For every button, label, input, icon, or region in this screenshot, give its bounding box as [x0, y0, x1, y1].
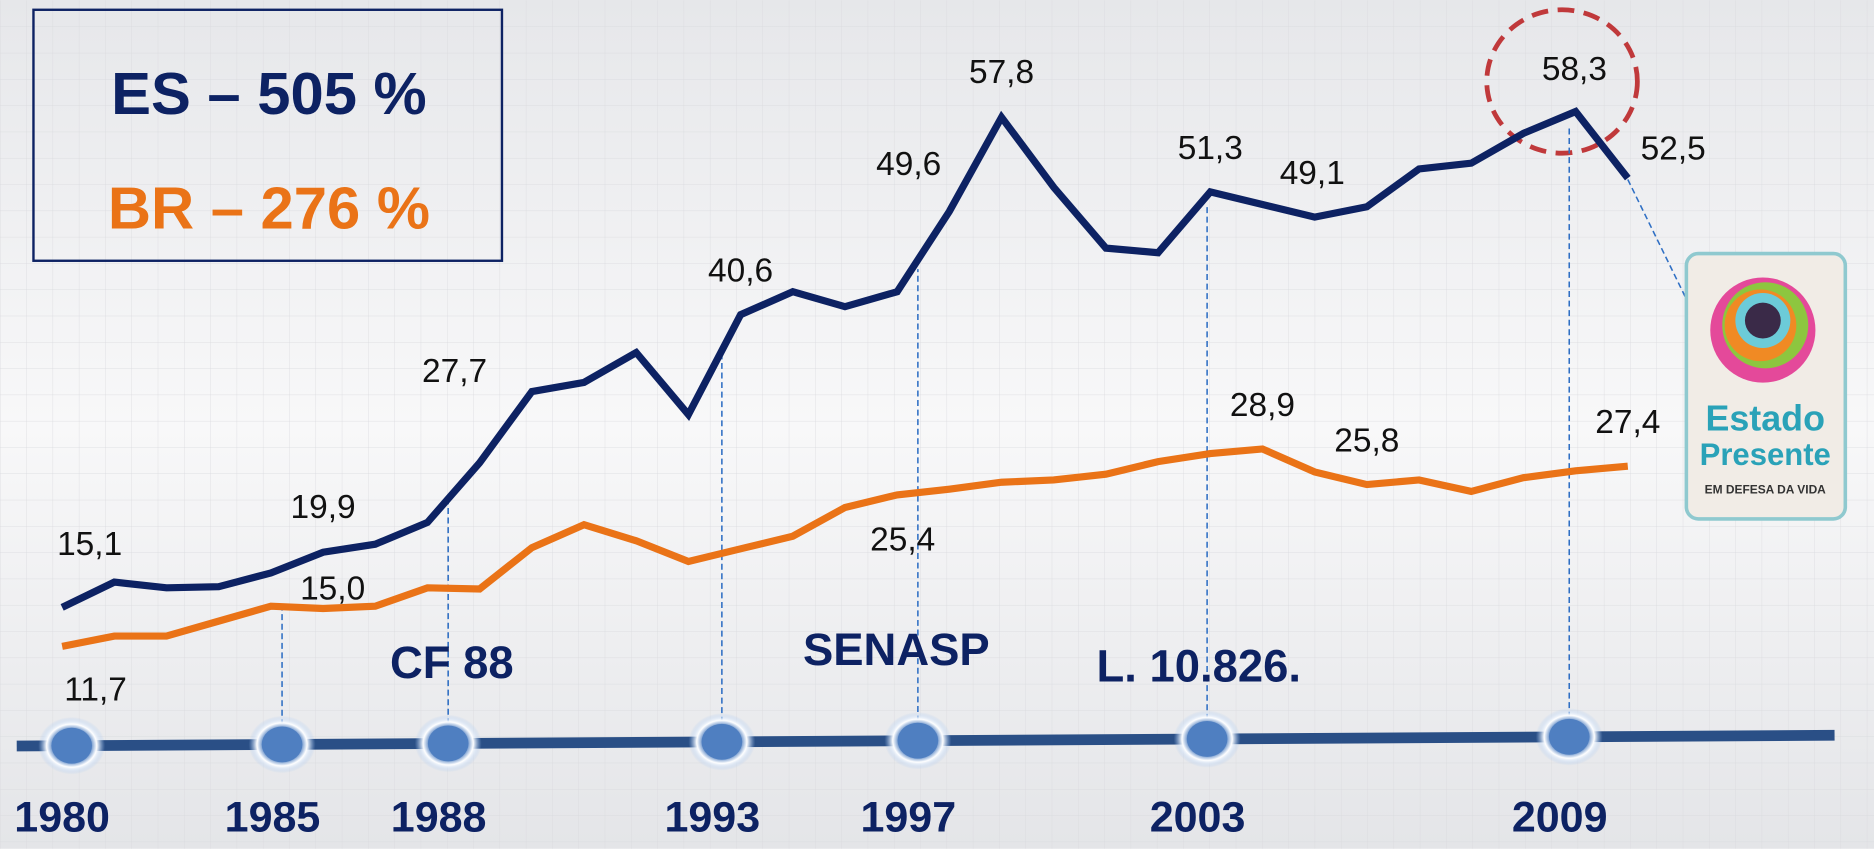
- logo-center: [1744, 302, 1781, 339]
- value-label: 40,6: [708, 253, 773, 290]
- timeline-year: 2009: [1512, 793, 1608, 841]
- logo: Estado Presente EM DEFESA DA VIDA: [1684, 251, 1848, 521]
- value-label: 25,4: [870, 522, 935, 559]
- value-label: 49,6: [876, 146, 941, 183]
- value-label: 52,5: [1641, 130, 1706, 167]
- timeline-node: [261, 726, 303, 763]
- value-label: 58,3: [1542, 51, 1607, 88]
- value-label: 57,8: [969, 54, 1034, 91]
- value-label: 51,3: [1178, 130, 1243, 167]
- value-label: 25,8: [1334, 423, 1399, 460]
- timeline-year: 2003: [1150, 793, 1246, 841]
- value-label: 49,1: [1280, 155, 1345, 192]
- logo-text: Estado: [1705, 398, 1825, 438]
- value-label: 27,7: [422, 353, 487, 390]
- value-label: 27,4: [1595, 404, 1660, 441]
- timeline-year: 1988: [391, 793, 487, 841]
- timeline-year: 1997: [860, 793, 956, 841]
- event-label: L. 10.826.: [1097, 641, 1301, 692]
- timeline-node: [1548, 718, 1590, 755]
- br-summary: BR – 276 %: [108, 175, 430, 242]
- timeline-node: [51, 727, 93, 764]
- timeline-year: 1993: [664, 793, 760, 841]
- timeline-node: [897, 722, 939, 759]
- timeline-node: [701, 723, 743, 760]
- timeline-year: 1980: [14, 793, 110, 841]
- logo-text: Presente: [1700, 437, 1831, 472]
- timeline-year: 1985: [225, 793, 321, 841]
- es-summary: ES – 505 %: [111, 60, 427, 127]
- series-line: [61, 445, 1629, 650]
- timeline-node: [427, 725, 469, 762]
- logo-connector: [1627, 179, 1686, 297]
- value-label: 15,1: [57, 526, 122, 563]
- timeline-node: [1186, 721, 1228, 757]
- highlight-circle: [1484, 7, 1640, 156]
- logo-tagline: EM DEFESA DA VIDA: [1705, 482, 1827, 496]
- value-label: 19,9: [291, 489, 356, 526]
- event-label: CF 88: [390, 637, 514, 688]
- series-line: [60, 107, 1631, 611]
- value-label: 28,9: [1230, 387, 1295, 424]
- event-label: SENASP: [803, 624, 990, 675]
- value-label: 15,0: [300, 570, 365, 607]
- value-label: 11,7: [64, 672, 127, 709]
- summary-box: [32, 8, 504, 262]
